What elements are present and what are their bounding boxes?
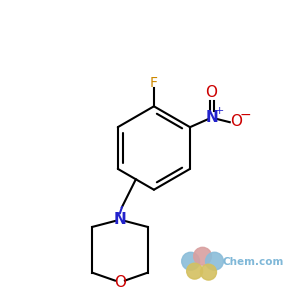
Circle shape xyxy=(201,264,217,280)
Text: Chem.com: Chem.com xyxy=(222,257,284,267)
Text: O: O xyxy=(205,85,217,100)
Circle shape xyxy=(182,252,200,270)
Text: O: O xyxy=(230,114,242,129)
Text: −: − xyxy=(240,108,251,122)
Text: F: F xyxy=(150,76,158,91)
Circle shape xyxy=(187,263,202,279)
Text: +: + xyxy=(215,106,224,116)
Text: N: N xyxy=(206,110,218,125)
Circle shape xyxy=(194,247,211,265)
Circle shape xyxy=(206,252,224,270)
Text: N: N xyxy=(114,212,126,226)
Text: O: O xyxy=(114,275,126,290)
